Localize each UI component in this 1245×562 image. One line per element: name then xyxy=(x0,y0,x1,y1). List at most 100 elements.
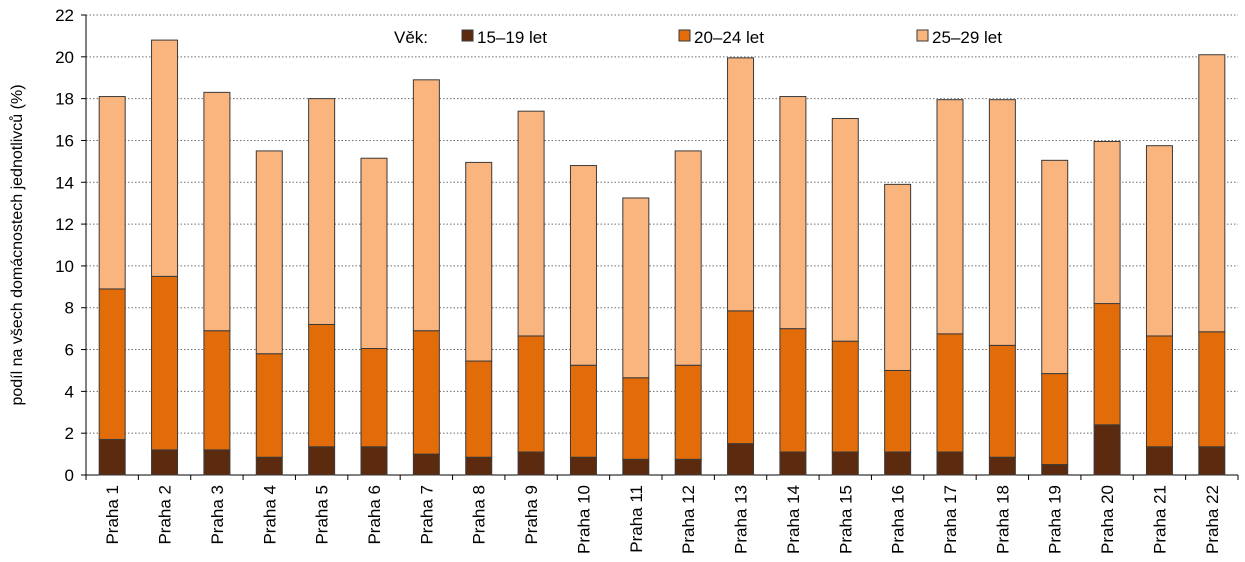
bar-segment-3-19 xyxy=(1041,159,1069,375)
x-tick-label: Praha 17 xyxy=(941,485,960,554)
bar-segment-3-4 xyxy=(255,150,283,355)
legend-swatch xyxy=(678,29,691,42)
bar-segment-3-16 xyxy=(884,183,912,371)
bar-segment-3-6 xyxy=(360,157,388,349)
x-tick-label: Praha 13 xyxy=(732,485,751,554)
y-tick-label: 20 xyxy=(55,48,74,67)
bar-segment-1-3 xyxy=(203,449,231,476)
bar-segment-2-10 xyxy=(569,364,597,458)
legend-title: Věk: xyxy=(394,28,428,47)
bar-segment-3-2 xyxy=(151,39,179,277)
x-tick-label: Praha 15 xyxy=(836,485,855,554)
bar-segment-2-5 xyxy=(308,323,336,448)
bar-segment-2-4 xyxy=(255,353,283,458)
bar-segment-3-11 xyxy=(622,197,650,379)
legend-label: 25–29 let xyxy=(932,28,1002,47)
x-tick-label: Praha 22 xyxy=(1203,485,1222,554)
bar-segment-3-7 xyxy=(412,79,440,332)
bar-segment-2-22 xyxy=(1198,331,1226,448)
y-tick-label: 6 xyxy=(65,341,74,360)
bar-segment-1-2 xyxy=(151,449,179,476)
bar-segment-3-5 xyxy=(308,98,336,325)
bar-segment-3-20 xyxy=(1093,141,1121,305)
legend-label: 20–24 let xyxy=(694,28,764,47)
bar-segment-2-12 xyxy=(674,364,702,460)
bar-segment-1-9 xyxy=(517,451,545,476)
x-tick-label: Praha 8 xyxy=(470,485,489,545)
y-tick-label: 14 xyxy=(55,173,74,192)
x-tick-label: Praha 14 xyxy=(784,485,803,554)
bar-segment-1-11 xyxy=(622,458,650,476)
x-tick-label: Praha 16 xyxy=(889,485,908,554)
bar-segment-1-7 xyxy=(412,453,440,476)
bar-segment-2-8 xyxy=(465,360,493,458)
bar-segment-2-14 xyxy=(779,328,807,453)
bar-segment-3-22 xyxy=(1198,54,1226,333)
bar-segment-3-9 xyxy=(517,110,545,337)
x-tick-labels: Praha 1 Praha 2 Praha 3 Praha 4 Praha 5 Praha… xyxy=(103,485,1222,554)
x-tick-label: Praha 2 xyxy=(156,485,175,545)
y-tick-label: 22 xyxy=(55,6,74,25)
bar-segment-3-21 xyxy=(1145,145,1173,337)
y-tick-label: 4 xyxy=(65,382,74,401)
x-tick-label: Praha 21 xyxy=(1150,485,1169,554)
bar-segment-2-17 xyxy=(936,333,964,453)
bar-segment-1-19 xyxy=(1041,464,1069,476)
bar-segment-1-21 xyxy=(1145,446,1173,476)
bar-segment-3-18 xyxy=(988,99,1016,346)
bar-segment-3-17 xyxy=(936,99,964,335)
x-tick-label: Praha 5 xyxy=(313,485,332,545)
x-tick-label: Praha 19 xyxy=(1046,485,1065,554)
bar-segment-2-6 xyxy=(360,348,388,448)
legend-swatch xyxy=(916,29,929,42)
x-tick-label: Praha 1 xyxy=(103,485,122,545)
y-tick-label: 12 xyxy=(55,215,74,234)
bar-segment-2-21 xyxy=(1145,335,1173,448)
x-tick-label: Praha 10 xyxy=(574,485,593,554)
bar-segment-3-8 xyxy=(465,161,493,362)
y-tick-label: 2 xyxy=(65,424,74,443)
bar-segment-3-12 xyxy=(674,150,702,366)
y-tick-label: 18 xyxy=(55,90,74,109)
bar-segment-2-20 xyxy=(1093,303,1121,426)
bar-segment-3-14 xyxy=(779,96,807,330)
bar-segment-1-13 xyxy=(727,443,755,476)
bar-segment-1-18 xyxy=(988,456,1016,476)
legend: Věk: 15–19 let 20–24 let 25–29 let xyxy=(394,28,1002,47)
x-tick-label: Praha 4 xyxy=(260,485,279,545)
bar-segment-1-10 xyxy=(569,456,597,476)
bar-segment-3-10 xyxy=(569,165,597,366)
bar-segment-1-22 xyxy=(1198,446,1226,476)
y-axis-label: podíl na všech domácnostech jednotlivců … xyxy=(8,84,26,405)
bars xyxy=(98,39,1226,476)
bar-segment-3-13 xyxy=(727,57,755,312)
x-tick-label: Praha 20 xyxy=(1098,485,1117,554)
legend-swatch xyxy=(461,29,474,42)
bar-segment-2-3 xyxy=(203,330,231,451)
bar-segment-1-5 xyxy=(308,446,336,476)
legend-label: 15–19 let xyxy=(477,28,547,47)
bar-segment-2-9 xyxy=(517,335,545,453)
x-tick-label: Praha 12 xyxy=(679,485,698,554)
bar-segment-1-17 xyxy=(936,451,964,476)
bar-segment-2-16 xyxy=(884,369,912,453)
bar-segment-3-1 xyxy=(98,96,126,290)
bar-segment-1-8 xyxy=(465,456,493,476)
x-tick-label: Praha 18 xyxy=(993,485,1012,554)
y-tick-label: 8 xyxy=(65,299,74,318)
bar-segment-3-15 xyxy=(831,118,859,342)
y-tick-label: 0 xyxy=(65,466,74,485)
bar-segment-2-2 xyxy=(151,275,179,451)
bar-segment-2-1 xyxy=(98,288,126,440)
x-tick-label: Praha 3 xyxy=(208,485,227,545)
bar-segment-2-11 xyxy=(622,377,650,460)
bar-segment-2-19 xyxy=(1041,373,1069,466)
x-tick-label: Praha 6 xyxy=(365,485,384,545)
bar-segment-1-4 xyxy=(255,456,283,476)
bar-segment-1-14 xyxy=(779,451,807,476)
bar-segment-1-1 xyxy=(98,438,126,476)
bar-segment-2-7 xyxy=(412,330,440,455)
x-tick-label: Praha 7 xyxy=(417,485,436,545)
x-tick-label: Praha 11 xyxy=(627,485,646,553)
